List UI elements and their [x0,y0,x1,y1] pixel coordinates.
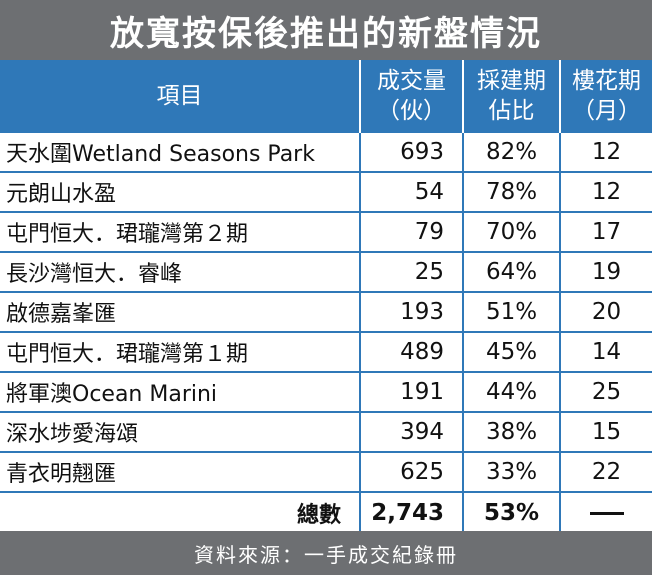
cell-name: 青衣明翹匯 [0,451,360,492]
cell-months: 25 [559,371,652,412]
cell-name: 天水圍Wetland Seasons Park [0,131,360,172]
cell-ratio: 45% [462,331,560,372]
table-row: 啟德嘉峯匯 193 51% 20 [0,291,652,332]
table-row: 青衣明翹匯 625 33% 22 [0,451,652,492]
cell-ratio: 51% [462,291,560,332]
cell-months: 17 [559,211,652,252]
cell-units: 193 [359,291,463,332]
cell-ratio: 44% [462,371,560,412]
header-period: 樓花期 （月） [559,60,652,132]
table-row: 屯門恒大．珺瓏灣第２期 79 70% 17 [0,211,652,252]
table-row: 長沙灣恒大．睿峰 25 64% 19 [0,251,652,292]
cell-name: 長沙灣恒大．睿峰 [0,251,360,292]
cell-units: 394 [359,411,463,452]
header-row: 項目 成交量 （伙） 採建期 佔比 樓花期 （月） [0,60,652,132]
cell-units: 79 [359,211,463,252]
cell-units: 489 [359,331,463,372]
cell-ratio: 70% [462,211,560,252]
data-table: 項目 成交量 （伙） 採建期 佔比 樓花期 （月） 天水圍Wetland Season… [0,60,652,533]
cell-months: 12 [559,171,652,212]
source-note: 資料來源：一手成交紀錄冊 [0,531,652,575]
table-row: 屯門恒大．珺瓏灣第１期 489 45% 14 [0,331,652,372]
cell-months: 22 [559,451,652,492]
table-row: 深水埗愛海頌 394 38% 15 [0,411,652,452]
cell-units: 25 [359,251,463,292]
header-ratio: 採建期 佔比 [462,60,560,132]
cell-name: 屯門恒大．珺瓏灣第２期 [0,211,360,252]
cell-months: 19 [559,251,652,292]
cell-months: 14 [559,331,652,372]
cell-units: 191 [359,371,463,412]
header-item: 項目 [0,60,360,132]
cell-ratio: 33% [462,451,560,492]
table-row: 元朗山水盈 54 78% 12 [0,171,652,212]
cell-units: 693 [359,131,463,172]
table-row: 將軍澳Ocean Marini 191 44% 25 [0,371,652,412]
cell-name: 將軍澳Ocean Marini [0,371,360,412]
cell-ratio: 82% [462,131,560,172]
cell-name: 啟德嘉峯匯 [0,291,360,332]
cell-months: 12 [559,131,652,172]
cell-months: 15 [559,411,652,452]
cell-ratio: 38% [462,411,560,452]
total-months [559,491,652,533]
cell-units: 54 [359,171,463,212]
cell-name: 屯門恒大．珺瓏灣第１期 [0,331,360,372]
total-label: 總數 [0,491,360,533]
total-units: 2,743 [359,491,463,533]
total-ratio: 53% [462,491,560,533]
table-row: 天水圍Wetland Seasons Park 693 82% 12 [0,131,652,172]
dash-mark [589,512,624,515]
table-title: 放寬按保後推出的新盤情況 [0,0,652,60]
cell-name: 元朗山水盈 [0,171,360,212]
cell-months: 20 [559,291,652,332]
cell-name: 深水埗愛海頌 [0,411,360,452]
total-row: 總數 2,743 53% [0,491,652,533]
cell-ratio: 78% [462,171,560,212]
header-units: 成交量 （伙） [359,60,463,132]
cell-ratio: 64% [462,251,560,292]
cell-units: 625 [359,451,463,492]
